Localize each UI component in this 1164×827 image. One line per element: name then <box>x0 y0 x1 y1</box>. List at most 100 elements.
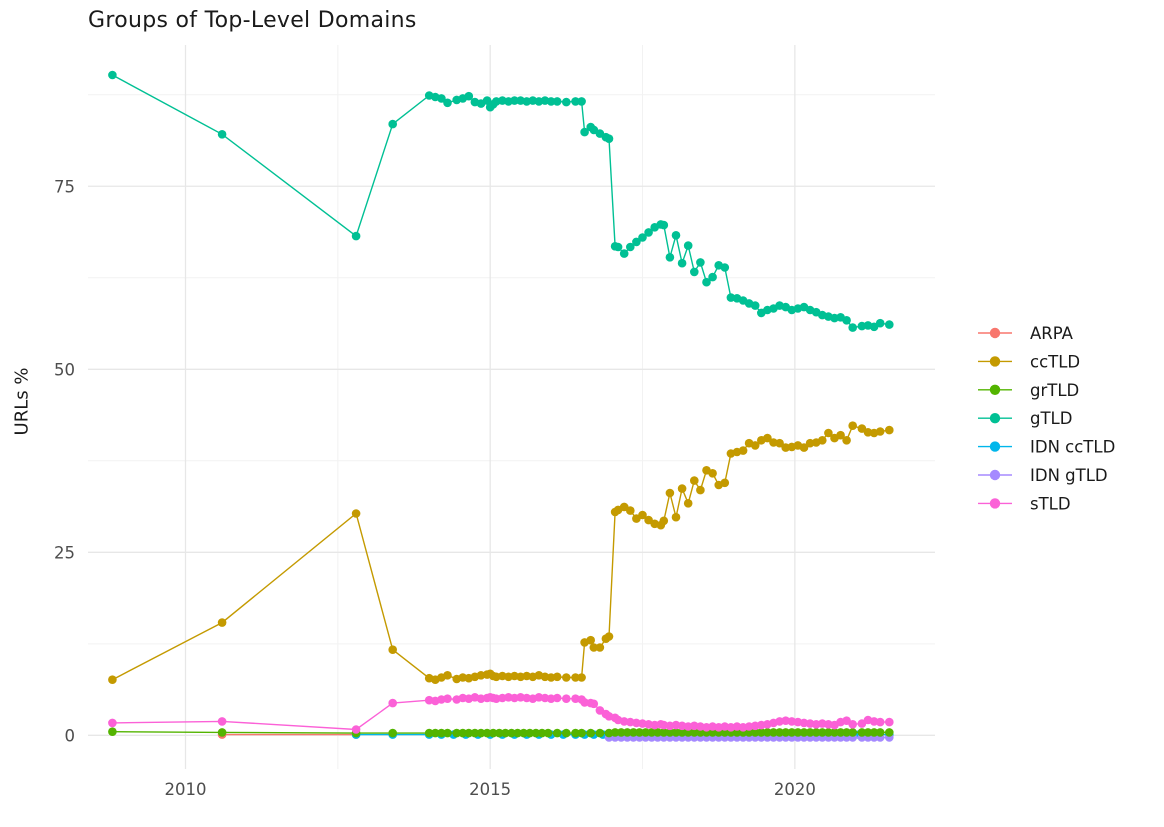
series-grtld-point <box>842 728 851 737</box>
series-grtld-point <box>750 728 760 737</box>
series-gtld-point <box>750 301 760 310</box>
series-cctld-point <box>388 645 398 654</box>
series-cctld-point <box>696 485 705 495</box>
series-gtld-point <box>351 231 361 241</box>
series-gtld-point <box>671 231 681 240</box>
x-tick-label: 2020 <box>774 780 816 799</box>
series-grtld-point <box>519 728 528 738</box>
series-grtld-point <box>562 728 571 738</box>
series-gtld-point <box>571 97 580 106</box>
series-gtld-point <box>510 96 519 105</box>
series-gtld-point <box>842 316 851 325</box>
series-grtld-point <box>470 728 480 738</box>
series-cctld-point <box>720 478 730 488</box>
series-grtld-point <box>507 728 516 738</box>
series-gtld-point <box>108 70 117 80</box>
series-cctld-point <box>875 427 885 436</box>
series-cctld-point <box>351 509 361 518</box>
series-gtld-point <box>632 237 641 247</box>
series-gtld-point <box>690 267 699 277</box>
series-gtld-point <box>702 277 711 287</box>
series-grtld-point <box>437 728 446 738</box>
series-grtld-point <box>775 728 784 737</box>
series-gtld-point <box>552 97 562 106</box>
series-grtld-point <box>696 728 705 737</box>
legend-label: grTLD <box>1030 381 1079 400</box>
series-grtld-point <box>793 728 803 737</box>
series-cctld-point <box>659 516 669 526</box>
series-stld-point <box>562 694 571 703</box>
series-stld-point <box>552 693 562 703</box>
series-gtld-point <box>885 320 894 329</box>
series-grtld-point <box>665 728 675 737</box>
legend-key-point <box>989 327 1001 339</box>
series-gtld-point <box>644 228 653 237</box>
series-grtld-point <box>836 728 845 737</box>
series-gtld-point <box>613 242 623 252</box>
legend-label: IDN gTLD <box>1030 466 1108 485</box>
series-grtld-point <box>629 728 638 737</box>
series-cctld-point <box>217 618 227 627</box>
series-grtld-point <box>824 728 833 737</box>
series-stld-point <box>875 717 885 727</box>
legend-key-point <box>989 413 1001 424</box>
series-grtld-point <box>458 728 468 738</box>
series-grtld-point <box>869 728 879 737</box>
series-gtld-point <box>388 119 398 129</box>
series-grtld-point <box>443 728 452 738</box>
series-stld-point <box>217 717 227 726</box>
series-grtld-point <box>763 728 772 737</box>
series-grtld-point <box>495 728 504 738</box>
series-gtld-point <box>437 94 446 103</box>
chart-title: Groups of Top-Level Domains <box>88 8 417 33</box>
x-tick-label: 2010 <box>164 780 206 799</box>
series-grtld-point <box>641 728 650 737</box>
series-gtld-point <box>626 242 635 252</box>
series-cctld-point <box>671 512 681 522</box>
series-cctld-point <box>443 671 452 680</box>
series-cctld-point <box>842 436 851 445</box>
series-grtld-point <box>388 728 398 738</box>
x-tick-label: 2015 <box>469 780 511 799</box>
series-gtld-point <box>696 258 705 267</box>
series-grtld-point <box>811 728 821 737</box>
series-gtld-point <box>875 318 885 328</box>
series-grtld-point <box>108 727 117 736</box>
series-grtld-point <box>885 728 894 737</box>
series-grtld-point <box>571 728 580 738</box>
series-grtld-point <box>525 728 535 738</box>
series-cctld-point <box>708 469 717 478</box>
series-gtld-point <box>217 130 227 139</box>
series-cctld-point <box>626 506 635 515</box>
series-gtld-point <box>580 127 589 137</box>
series-gtld-point <box>665 252 675 262</box>
legend-key-point <box>989 498 1001 509</box>
series-gtld-point <box>577 97 586 106</box>
series-grtld-point <box>424 728 434 738</box>
legend-label: gTLD <box>1030 409 1072 428</box>
legend-label: ccTLD <box>1030 352 1080 371</box>
series-cctld-point <box>562 673 571 682</box>
series-grtld-point <box>799 728 809 737</box>
series-stld-point <box>589 699 599 709</box>
series-grtld-point <box>647 728 656 737</box>
series-grtld-point <box>848 728 857 737</box>
legend-label: ARPA <box>1030 324 1074 343</box>
series-cctld-point <box>763 433 772 443</box>
series-grtld-point <box>543 728 553 738</box>
series-cctld-point <box>604 632 614 641</box>
series-grtld-point <box>537 728 547 738</box>
series-grtld-point <box>586 728 595 738</box>
y-tick-label: 25 <box>54 543 75 562</box>
y-tick-label: 0 <box>65 726 76 745</box>
series-grtld-point <box>501 728 510 738</box>
series-grtld-point <box>577 728 586 738</box>
series-grtld-point <box>635 728 644 737</box>
series-cctld-point <box>690 476 699 485</box>
legend-key-point <box>989 441 1001 452</box>
series-grtld-point <box>431 728 440 738</box>
series-grtld-point <box>830 728 839 737</box>
y-axis-label: URLs % <box>11 367 33 436</box>
